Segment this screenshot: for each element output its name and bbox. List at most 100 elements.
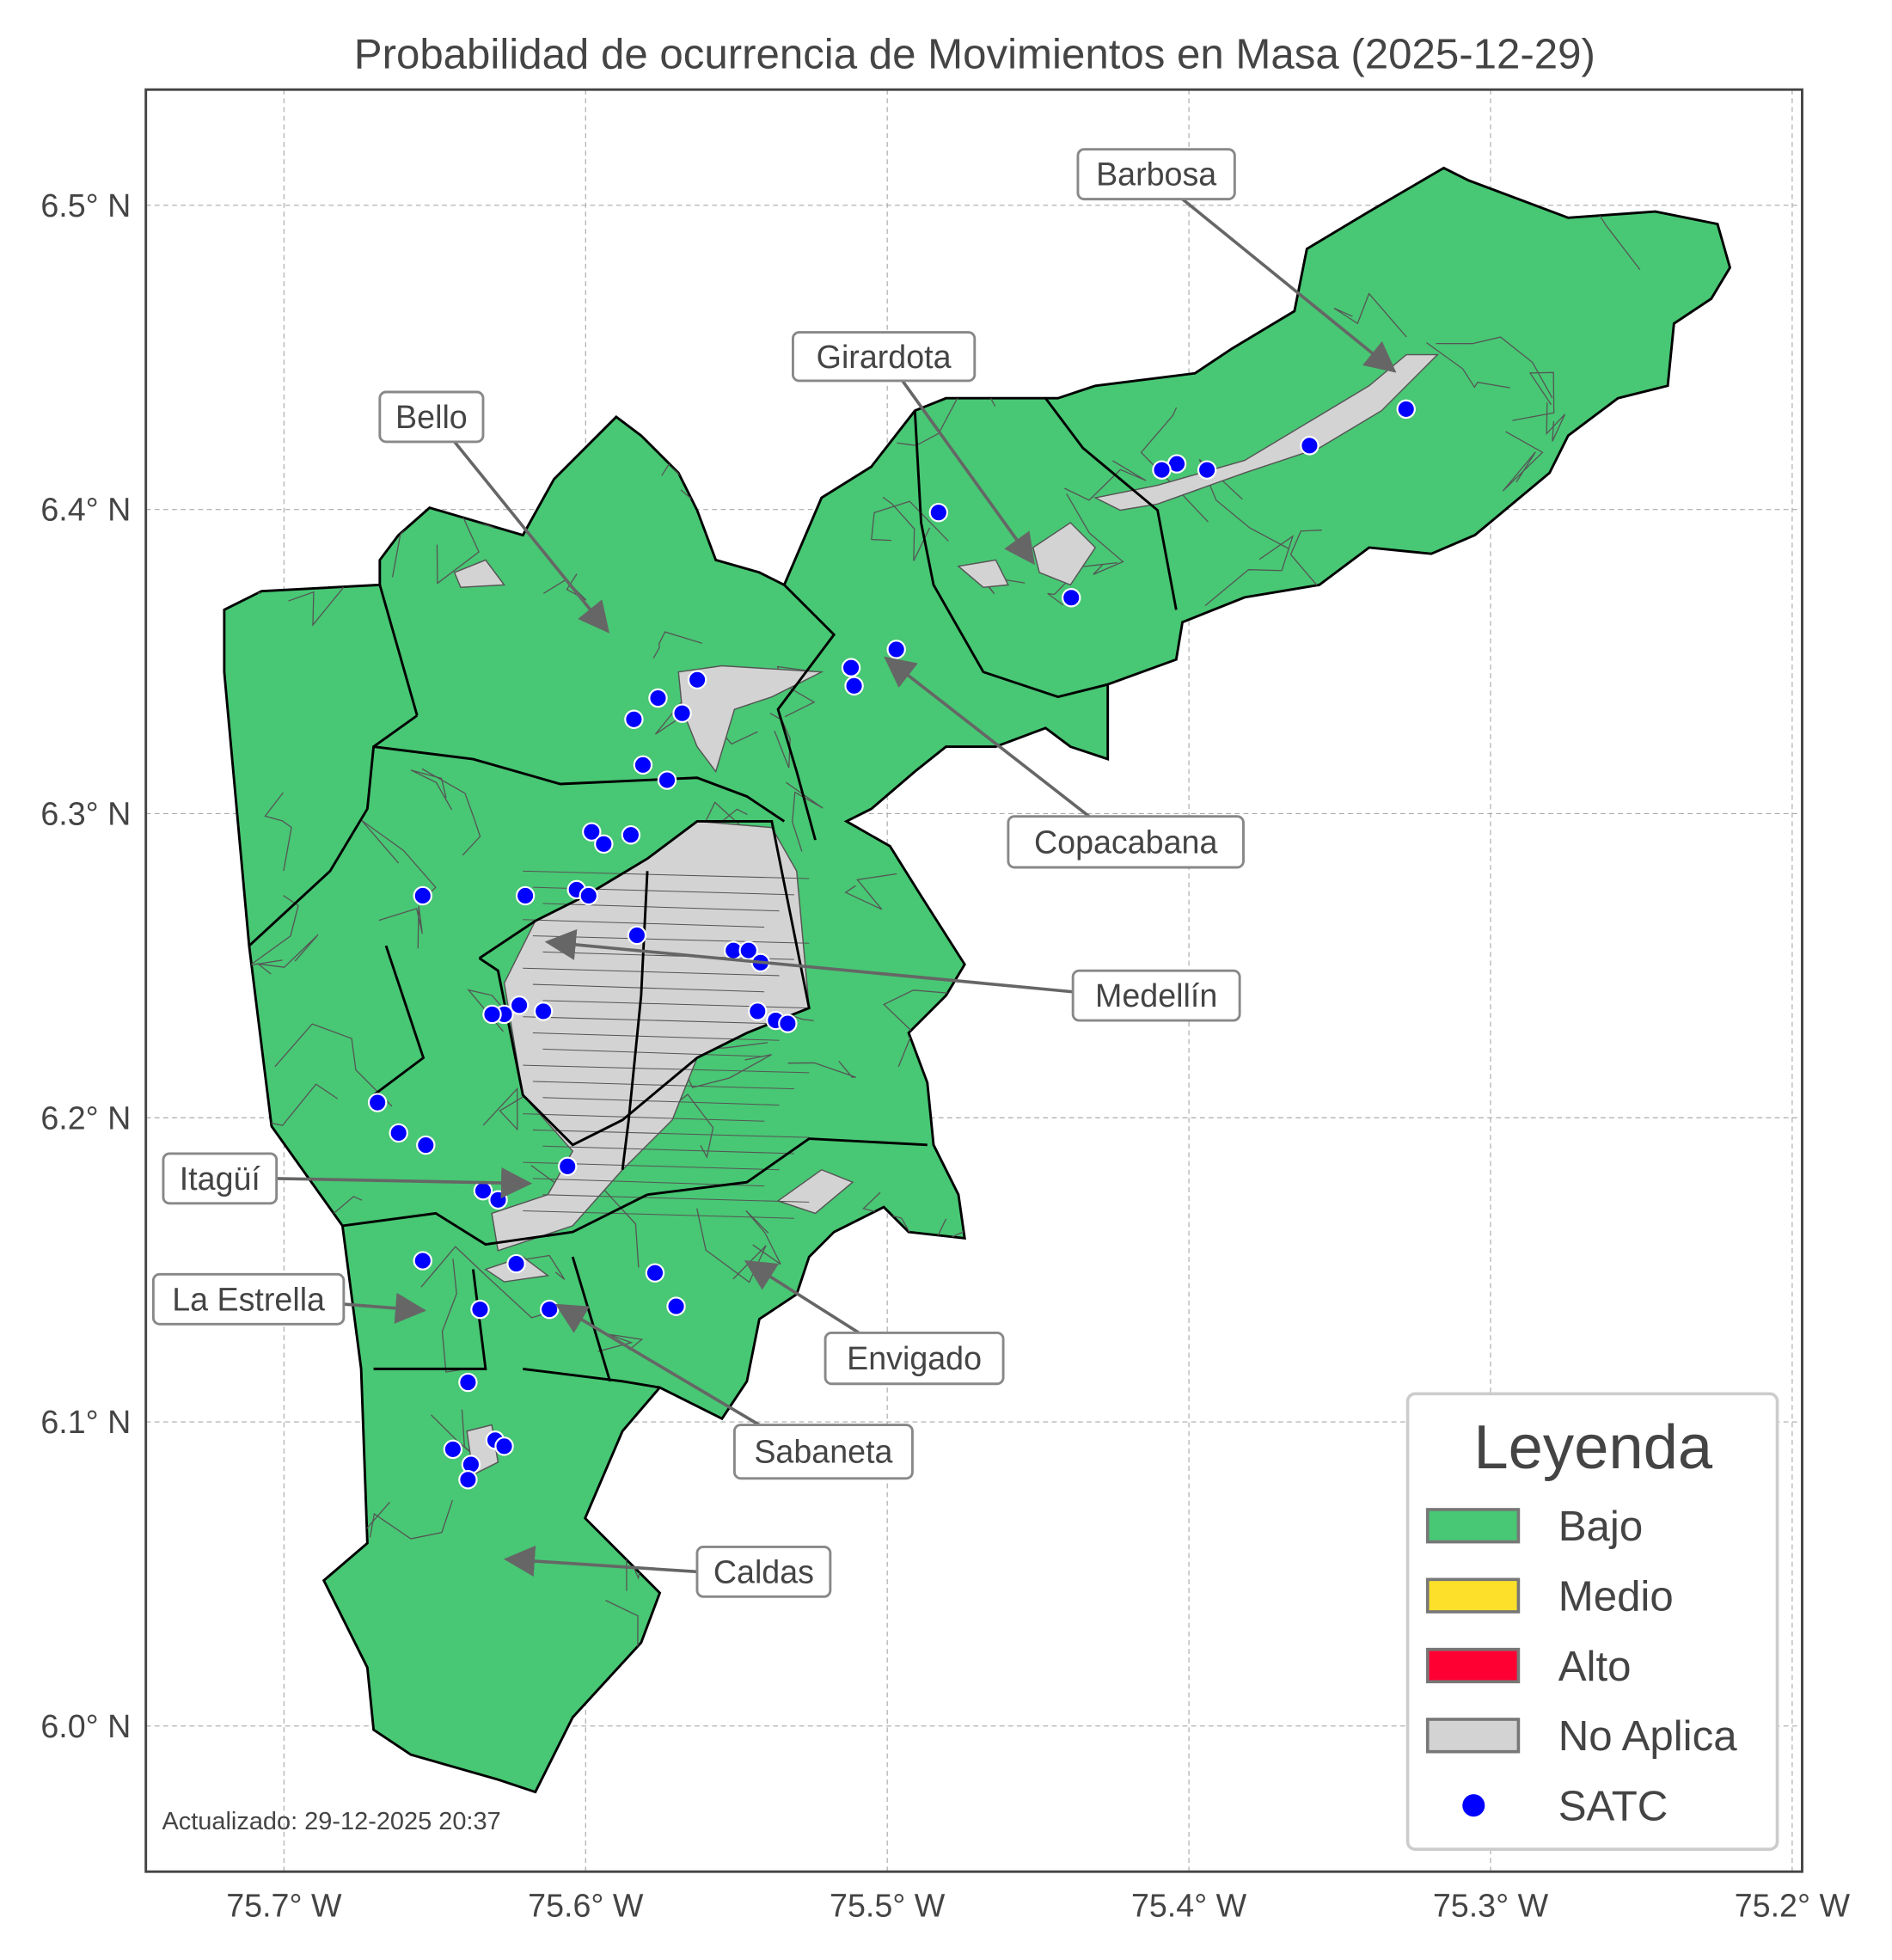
x-tick-label: 75.4° W [1131, 1887, 1247, 1923]
satc-station-point [557, 1156, 578, 1177]
vereda-boundary [421, 768, 481, 856]
municipality-border [248, 714, 419, 947]
satc-station-point [458, 1372, 478, 1393]
annotation-box [378, 390, 485, 444]
vereda-boundary [1204, 535, 1295, 607]
legend-item-medio: Medio [1425, 1573, 1674, 1620]
legend-label: Bajo [1558, 1503, 1643, 1550]
vereda-boundary [249, 895, 299, 966]
satc-station-point [443, 1439, 463, 1460]
annotation-arrow [544, 928, 1074, 994]
no-aplica-area [957, 559, 1009, 589]
comuna-boundary [542, 1097, 780, 1106]
annotation-label: Itagüí [180, 1161, 261, 1197]
vereda-boundary [883, 989, 957, 1067]
comuna-boundary [523, 1210, 794, 1219]
vereda-boundary [1512, 371, 1555, 421]
vereda-boundary [1502, 431, 1544, 492]
annotation-medell-n: Medellín [544, 928, 1241, 1022]
vereda-boundary [672, 1093, 714, 1159]
vereda-boundary [1436, 336, 1553, 399]
annotation-envigado: Envigado [744, 1259, 1005, 1386]
annotation-copacabana: Copacabana [884, 656, 1245, 869]
no-aplica-area [453, 559, 505, 589]
satc-station-point [627, 925, 647, 946]
vereda-boundary [769, 713, 791, 769]
satc-station-point [413, 885, 433, 906]
annotation-box [1076, 148, 1236, 201]
vereda-boundary [1546, 402, 1566, 442]
legend-label: No Aplica [1558, 1712, 1737, 1760]
annotation-box [791, 331, 977, 383]
annotation-label: Barbosa [1096, 156, 1216, 193]
x-tick-label: 75.5° W [830, 1887, 946, 1923]
annotation-la-estrella: La Estrella [151, 1272, 427, 1326]
comuna-boundary [532, 935, 810, 944]
legend-item-bajo: Bajo [1425, 1503, 1643, 1550]
satc-station-point [778, 1014, 798, 1033]
annotation-box [732, 1424, 914, 1480]
comuna-boundary [542, 1145, 794, 1155]
satc-station-point [886, 640, 906, 659]
satc-station-point [506, 1253, 526, 1274]
vereda-boundary [787, 1061, 856, 1078]
satc-station-point [1300, 436, 1320, 456]
annotation-bello: Bello [378, 390, 610, 634]
y-tick-label: 6.0° N [40, 1708, 131, 1744]
legend-swatch [1425, 1718, 1521, 1754]
vereda-boundary [1426, 342, 1510, 389]
vereda-boundary [1066, 493, 1124, 575]
comuna-boundary [532, 983, 765, 993]
satc-station-point [1062, 588, 1081, 608]
x-tick-label: 75.7° W [226, 1887, 342, 1923]
annotation-label: Copacabana [1034, 824, 1217, 860]
satc-station-point [579, 885, 598, 906]
legend-swatch [1425, 1508, 1521, 1544]
vereda-boundary [871, 500, 949, 542]
municipality-border [372, 945, 426, 1097]
satc-station-point [367, 1093, 388, 1112]
vereda-boundary [420, 1246, 555, 1319]
satc-stations [367, 399, 1416, 1490]
satc-station-point [624, 709, 644, 729]
annotation-box [695, 1545, 832, 1598]
vereda-boundary [378, 905, 423, 949]
municipality-border [378, 584, 419, 716]
annotation-arrow [453, 440, 610, 634]
municipality-border [523, 1367, 660, 1389]
vereda-boundary [1064, 460, 1147, 501]
satc-station-point [841, 658, 861, 677]
annotation-label: Envigado [847, 1340, 982, 1376]
legend-label: SATC [1558, 1783, 1669, 1830]
satc-station-point [533, 1001, 554, 1021]
annotation-girardota: Girardota [791, 331, 1035, 566]
annotation-label: Sabaneta [754, 1434, 892, 1470]
satc-station-point [633, 755, 653, 775]
vereda-boundary [882, 496, 931, 561]
satc-station-point [657, 770, 677, 790]
vereda-boundary [1140, 407, 1209, 523]
comuna-boundary [523, 1064, 810, 1074]
x-tick-label: 75.2° W [1735, 1887, 1851, 1923]
legend: Leyenda Bajo Medio Alto No Aplica SATC [1405, 1392, 1779, 1851]
metro-area-outline [223, 166, 1732, 1794]
satc-station-point [738, 940, 758, 960]
x-tick-label: 75.3° W [1433, 1887, 1549, 1923]
satc-station-point [1396, 399, 1416, 420]
annotation-arrow [901, 379, 1035, 566]
satc-station-point [515, 885, 536, 906]
legend-swatch [1425, 1647, 1521, 1684]
y-tick-label: 6.3° N [40, 795, 131, 831]
comuna-boundary [523, 870, 810, 879]
no-aplica-area [1032, 522, 1097, 586]
annotation-label: Girardota [817, 339, 952, 375]
annotation-arrow [276, 1167, 533, 1199]
y-tick-label: 6.1° N [40, 1404, 131, 1440]
municipality-border [913, 410, 1109, 699]
legend-label: Medio [1558, 1573, 1674, 1620]
annotation-arrow [503, 1545, 698, 1577]
satc-station-point [509, 995, 530, 1015]
satc-station-point [648, 688, 668, 708]
annotation-box [151, 1272, 346, 1326]
